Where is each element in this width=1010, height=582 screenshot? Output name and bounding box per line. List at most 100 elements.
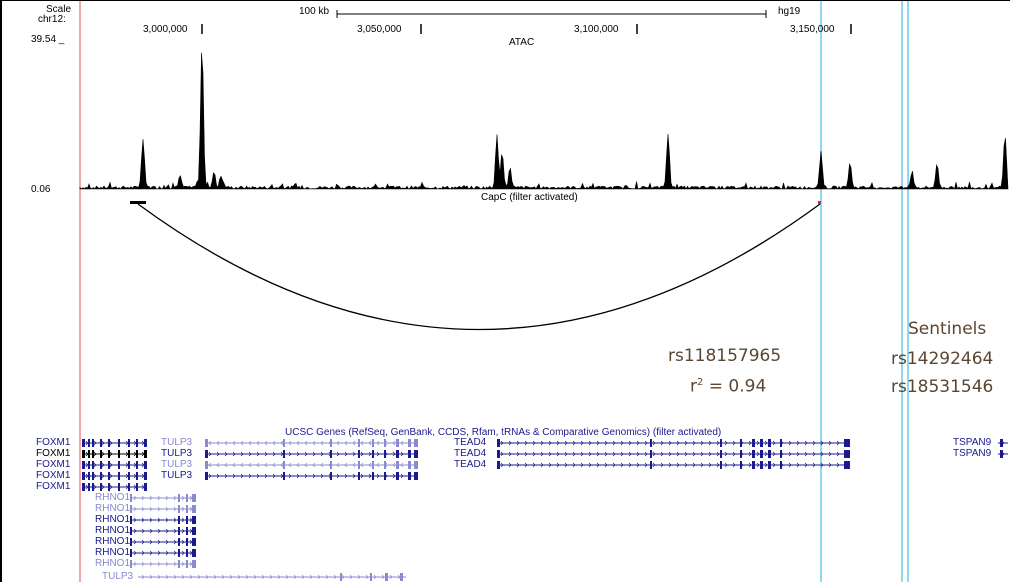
gene-label-tspan9[interactable]: TSPAN9 bbox=[953, 448, 992, 459]
gene-strand-arrow bbox=[288, 473, 292, 479]
gene-exon bbox=[384, 439, 386, 447]
gene-label-tspan9[interactable]: TSPAN9 bbox=[953, 437, 992, 448]
gene-label-rhno1[interactable]: RHNO1 bbox=[95, 525, 131, 536]
atac-track-name[interactable]: ATAC bbox=[509, 37, 535, 48]
gene-exon bbox=[414, 472, 418, 480]
gene-strand-arrow bbox=[157, 550, 161, 556]
capc-track-name[interactable]: CapC (filter activated) bbox=[481, 192, 578, 203]
gene-strand-arrow bbox=[820, 451, 824, 457]
gene-label-rhno1[interactable]: RHNO1 bbox=[95, 558, 131, 569]
gene-label-tead4[interactable]: TEAD4 bbox=[454, 448, 487, 459]
gene-exon bbox=[192, 505, 196, 513]
gene-strand-arrow bbox=[216, 462, 220, 468]
gene-strand-arrow bbox=[280, 440, 284, 446]
gene-strand-arrow bbox=[205, 574, 209, 580]
gene-strand-arrow bbox=[141, 561, 145, 567]
gene-label-rhno1[interactable]: RHNO1 bbox=[95, 503, 131, 514]
r2-superscript: 2 bbox=[697, 377, 704, 388]
gene-exon bbox=[396, 439, 399, 447]
gene-exon bbox=[82, 439, 85, 447]
gene-strand-arrow bbox=[141, 550, 145, 556]
gene-strand-arrow bbox=[564, 440, 568, 446]
gene-exon bbox=[178, 560, 180, 568]
gene-strand-arrow bbox=[336, 440, 340, 446]
gene-label-tulp3[interactable]: TULP3 bbox=[102, 571, 134, 582]
gene-strand-arrow bbox=[320, 451, 324, 457]
gene-exon bbox=[720, 461, 722, 469]
gene-strand-arrow bbox=[360, 462, 364, 468]
gene-strand-arrow bbox=[216, 473, 220, 479]
gene-strand-arrow bbox=[500, 440, 504, 446]
gene-exon bbox=[100, 472, 102, 480]
gene-label-foxm1[interactable]: FOXM1 bbox=[36, 481, 71, 492]
gene-strand-arrow bbox=[381, 574, 385, 580]
gene-label-tulp3[interactable]: TULP3 bbox=[161, 459, 193, 470]
gene-label-rhno1[interactable]: RHNO1 bbox=[95, 547, 131, 558]
gene-strand-arrow bbox=[748, 451, 752, 457]
genes-track-name[interactable]: UCSC Genes (RefSeq, GenBank, CCDS, Rfam,… bbox=[285, 427, 722, 438]
gene-strand-arrow bbox=[716, 462, 720, 468]
gene-strand-arrow bbox=[692, 440, 696, 446]
gene-strand-arrow bbox=[256, 473, 260, 479]
gene-strand-arrow bbox=[296, 440, 300, 446]
gene-strand-arrow bbox=[157, 506, 161, 512]
gene-label-tead4[interactable]: TEAD4 bbox=[454, 437, 487, 448]
gene-label-tead4[interactable]: TEAD4 bbox=[454, 459, 487, 470]
gene-strand-arrow bbox=[133, 561, 137, 567]
gene-strand-arrow bbox=[256, 462, 260, 468]
gene-strand-arrow bbox=[261, 574, 265, 580]
gene-strand-arrow bbox=[716, 440, 720, 446]
gene-strand-arrow bbox=[149, 506, 153, 512]
gene-strand-arrow bbox=[500, 462, 504, 468]
gene-exon bbox=[330, 450, 332, 458]
gene-exon bbox=[844, 461, 850, 469]
gene-exon bbox=[768, 461, 771, 469]
gene-exon bbox=[372, 439, 374, 447]
gene-strand-arrow bbox=[253, 574, 257, 580]
gene-label-foxm1[interactable]: FOXM1 bbox=[36, 459, 71, 470]
gene-strand-arrow bbox=[181, 517, 185, 523]
gene-strand-arrow bbox=[221, 574, 225, 580]
gene-label-foxm1[interactable]: FOXM1 bbox=[36, 437, 71, 448]
gene-strand-arrow bbox=[628, 440, 632, 446]
gene-exon bbox=[108, 439, 110, 447]
scale-bar-label: 100 kb bbox=[299, 6, 330, 17]
gene-strand-arrow bbox=[692, 462, 696, 468]
gene-exon bbox=[283, 472, 285, 480]
gene-exon bbox=[283, 439, 285, 447]
gene-label-rhno1[interactable]: RHNO1 bbox=[95, 536, 131, 547]
gene-label-foxm1[interactable]: FOXM1 bbox=[36, 448, 71, 459]
gene-strand-arrow bbox=[828, 451, 832, 457]
gene-strand-arrow bbox=[612, 440, 616, 446]
gene-exon bbox=[130, 527, 132, 535]
gene-exon bbox=[108, 483, 110, 491]
gene-strand-arrow bbox=[224, 462, 228, 468]
gene-strand-arrow bbox=[796, 451, 800, 457]
gene-strand-arrow bbox=[280, 462, 284, 468]
gene-strand-arrow bbox=[149, 495, 153, 501]
gene-exon bbox=[760, 461, 763, 469]
gene-strand-arrow bbox=[181, 561, 185, 567]
gene-strand-arrow bbox=[764, 440, 768, 446]
gene-strand-arrow bbox=[93, 451, 97, 457]
gene-strand-arrow bbox=[540, 462, 544, 468]
gene-label-rhno1[interactable]: RHNO1 bbox=[95, 492, 131, 503]
gene-strand-arrow bbox=[272, 451, 276, 457]
gene-exon bbox=[186, 538, 188, 546]
gene-strand-arrow bbox=[676, 462, 680, 468]
gene-strand-arrow bbox=[157, 495, 161, 501]
gene-exon bbox=[108, 450, 110, 458]
gene-label-tulp3[interactable]: TULP3 bbox=[161, 448, 193, 459]
gene-exon bbox=[108, 461, 110, 469]
gene-label-tulp3[interactable]: TULP3 bbox=[161, 437, 193, 448]
gene-strand-arrow bbox=[165, 495, 169, 501]
gene-exon bbox=[760, 450, 763, 458]
gene-label-tulp3[interactable]: TULP3 bbox=[161, 470, 193, 481]
gene-label-rhno1[interactable]: RHNO1 bbox=[95, 514, 131, 525]
gene-strand-arrow bbox=[828, 462, 832, 468]
gene-label-foxm1[interactable]: FOXM1 bbox=[36, 470, 71, 481]
gene-strand-arrow bbox=[540, 451, 544, 457]
gene-exon bbox=[128, 483, 130, 491]
gene-strand-arrow bbox=[564, 462, 568, 468]
gene-exon bbox=[1000, 450, 1003, 458]
